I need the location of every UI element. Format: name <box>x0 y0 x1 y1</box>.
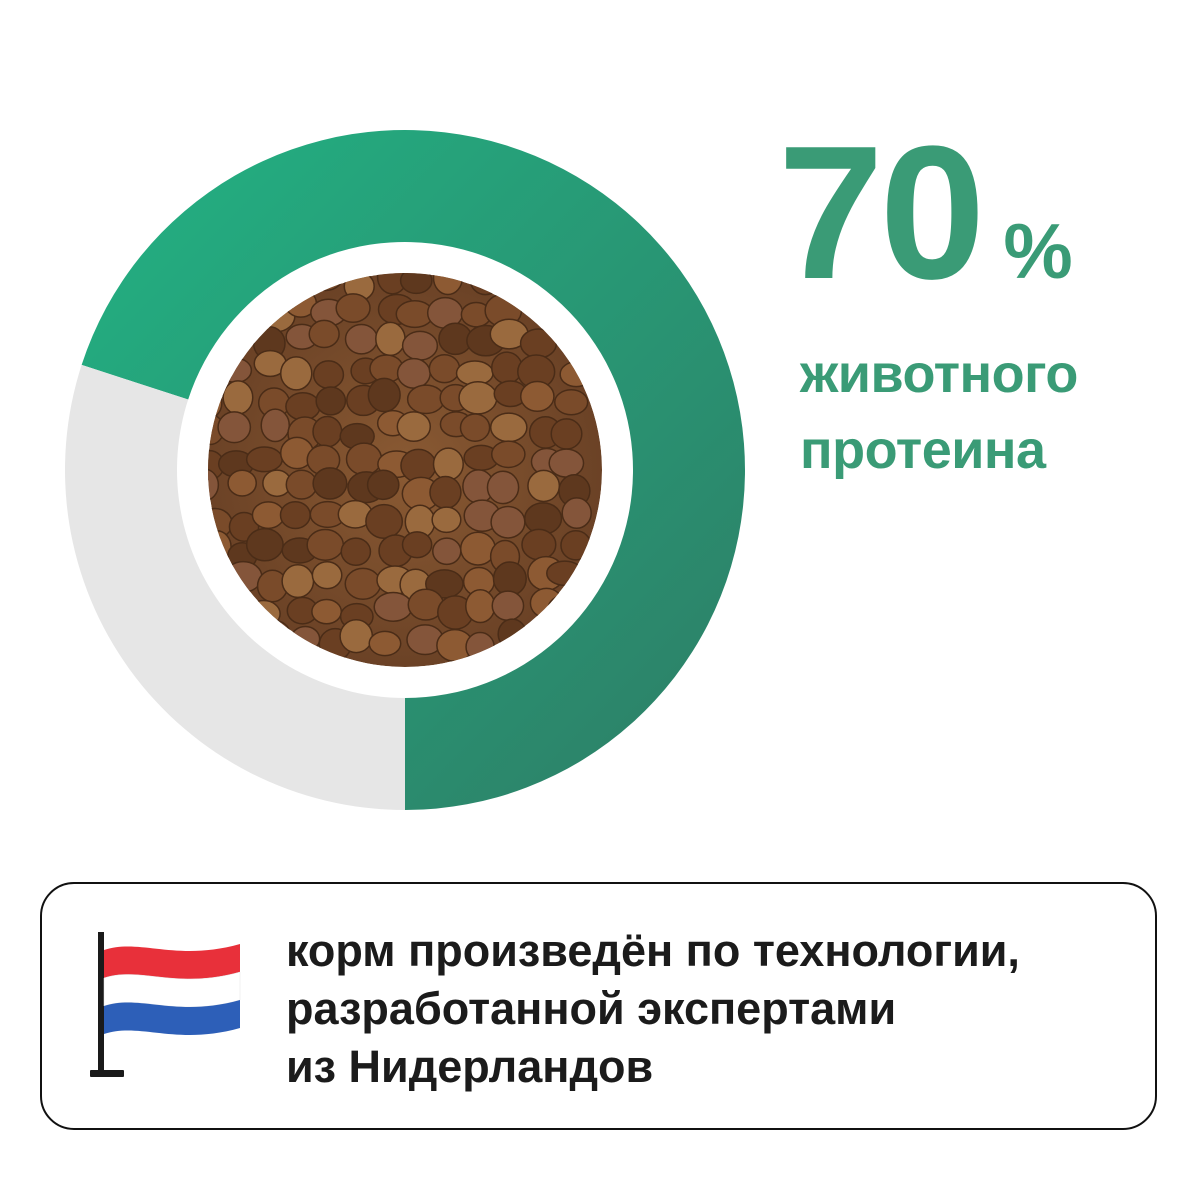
kibble-piece <box>465 631 495 662</box>
kibble-piece <box>396 411 432 443</box>
kibble-piece <box>285 469 318 500</box>
kibble-piece <box>519 328 558 359</box>
kibble-piece <box>429 475 462 510</box>
kibble-piece <box>432 447 464 481</box>
kibble-piece <box>399 273 433 295</box>
kibble-piece <box>340 537 372 566</box>
kibble-piece <box>279 500 311 530</box>
kibble-piece <box>345 442 383 476</box>
kibble-piece <box>561 497 592 530</box>
kibble-piece <box>285 392 321 421</box>
kibble-piece <box>223 560 263 593</box>
info-line-3: из Нидерландов <box>286 1041 654 1092</box>
kibble-piece <box>519 380 555 412</box>
kibble-piece <box>335 293 371 323</box>
kibble-piece <box>312 415 343 448</box>
kibble-piece <box>339 619 374 654</box>
kibble-piece <box>375 321 406 357</box>
kibble-piece <box>245 527 284 562</box>
kibble-piece <box>254 619 292 650</box>
kibble-piece <box>208 507 233 540</box>
info-line-2: разработанной экспертами <box>286 983 897 1034</box>
kibble-piece <box>401 330 439 361</box>
kibble-piece <box>208 385 223 421</box>
kibble-piece <box>459 413 491 442</box>
kibble-piece <box>432 537 462 566</box>
kibble-piece <box>315 386 347 416</box>
kibble-piece <box>208 356 233 389</box>
protein-stat: 70 % животного протеина <box>778 118 1178 488</box>
kibble-piece <box>306 273 345 292</box>
kibble-piece <box>560 328 591 358</box>
kibble-piece <box>222 380 254 415</box>
kibble-piece <box>490 505 526 539</box>
kibble-piece <box>546 560 584 587</box>
kibble-piece <box>281 564 315 599</box>
kibble-piece <box>548 448 585 478</box>
kibble-piece <box>246 599 281 628</box>
kibble-piece <box>431 506 462 534</box>
kibble-piece <box>486 470 520 505</box>
stat-caption-line-2: протеина <box>800 420 1046 480</box>
kibble-piece <box>497 618 527 650</box>
info-line-1: корм произведён по технологии, <box>286 925 1020 976</box>
kibble-piece <box>428 353 461 384</box>
kibble-piece <box>312 360 345 390</box>
kibble-piece <box>491 590 525 622</box>
kibble-piece <box>208 468 220 502</box>
kibble-piece <box>290 625 321 653</box>
kibble-piece <box>469 273 502 296</box>
donut-slice-animal-protein <box>81 130 745 810</box>
kibble-piece <box>489 412 528 443</box>
kibble-piece <box>366 469 400 501</box>
stat-percent-number: 70 <box>778 107 985 319</box>
kibble-piece <box>251 501 285 530</box>
kibble-piece <box>368 630 402 657</box>
stat-caption: животного протеина <box>800 336 1178 488</box>
kibble-piece <box>344 323 379 355</box>
kibble-piece <box>550 418 583 450</box>
kibble-piece <box>257 299 296 333</box>
kibble-piece <box>373 591 413 622</box>
kibble-piece <box>227 469 258 497</box>
kibble-piece <box>492 561 527 597</box>
kibble-piece <box>367 377 401 413</box>
kibble-piece <box>458 381 498 415</box>
origin-info-box: корм произведён по технологии, разработа… <box>40 882 1157 1130</box>
kibble-piece <box>432 273 464 296</box>
kibble-piece <box>465 589 496 624</box>
stat-percent-sign: % <box>1003 207 1073 295</box>
kibble-piece <box>406 384 446 415</box>
kibble-piece <box>217 411 252 444</box>
kibble-piece <box>311 598 343 625</box>
kibble-piece <box>306 528 345 561</box>
dog-food-kibble-image <box>208 273 602 667</box>
kibble-piece <box>559 361 594 388</box>
kibble-piece <box>396 357 431 389</box>
netherlands-flag-icon <box>90 932 241 1077</box>
kibble-piece <box>401 531 433 559</box>
kibble-piece <box>560 530 592 561</box>
kibble-piece <box>208 530 232 564</box>
kibble-piece <box>245 446 283 473</box>
kibble-piece <box>529 587 564 619</box>
kibble-piece <box>260 408 291 443</box>
kibble-piece <box>365 503 404 539</box>
kibble-piece <box>490 440 526 469</box>
donut-slice-remainder <box>64 364 406 810</box>
kibble-piece <box>521 528 557 561</box>
kibble-piece <box>312 467 348 500</box>
origin-info-text: корм произведён по технологии, разработа… <box>286 922 1136 1096</box>
kibble-piece <box>344 567 382 601</box>
kibble-piece <box>527 469 561 503</box>
kibble-piece <box>459 531 497 566</box>
kibble-piece <box>279 356 313 391</box>
kibble-piece <box>311 560 343 590</box>
kibble-piece <box>308 319 340 349</box>
kibble-piece <box>554 389 589 416</box>
stat-caption-line-1: животного <box>800 344 1078 404</box>
kibble-piece <box>219 357 253 384</box>
stat-value: 70 % <box>778 118 1178 308</box>
